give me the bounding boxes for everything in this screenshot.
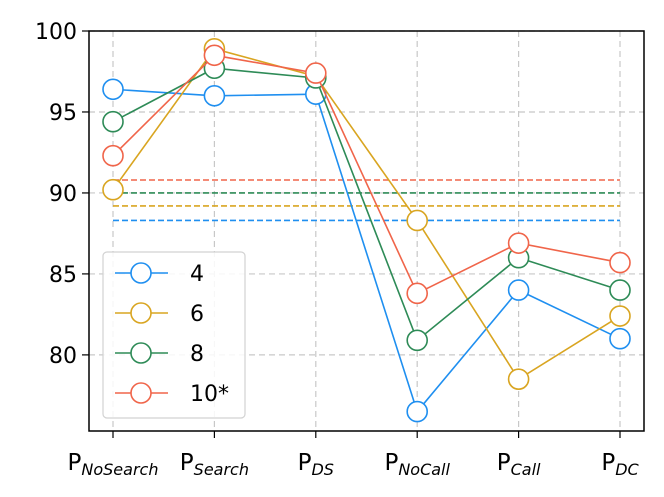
legend-label: 6 bbox=[190, 302, 204, 327]
series bbox=[102, 78, 631, 423]
data-point bbox=[507, 368, 530, 390]
data-point bbox=[304, 62, 327, 84]
data-point bbox=[102, 110, 124, 133]
data-point bbox=[406, 400, 429, 423]
x-tick-label: PNoSearch bbox=[68, 450, 159, 479]
data-point bbox=[507, 232, 530, 254]
x-tick-label: PSearch bbox=[180, 450, 249, 479]
y-tick-label: 80 bbox=[49, 344, 77, 369]
legend-item: 4 bbox=[115, 262, 204, 287]
data-point bbox=[609, 327, 631, 350]
legend-label: 8 bbox=[190, 342, 204, 367]
series bbox=[102, 44, 631, 305]
legend-marker bbox=[130, 342, 152, 364]
y-axis: 80 85 90 95 100 bbox=[35, 20, 89, 369]
legend-box bbox=[102, 251, 246, 419]
x-tick-label: PDC bbox=[601, 450, 639, 479]
series-lines bbox=[102, 38, 631, 423]
y-tick-label: 100 bbox=[35, 20, 77, 45]
legend-label: 4 bbox=[190, 262, 204, 287]
data-point bbox=[609, 279, 631, 301]
legend-label: 10* bbox=[190, 382, 229, 407]
data-point bbox=[609, 305, 631, 327]
data-point bbox=[102, 178, 124, 201]
legend-item: 8 bbox=[115, 342, 204, 367]
legend-marker bbox=[130, 382, 152, 404]
y-tick-label: 95 bbox=[49, 101, 77, 126]
y-tick-label: 85 bbox=[49, 263, 77, 288]
data-point bbox=[203, 44, 226, 67]
plot-frame bbox=[88, 30, 645, 432]
series bbox=[102, 57, 631, 352]
data-point bbox=[507, 279, 530, 301]
x-tick-label: PNoCall bbox=[384, 450, 450, 479]
legend-item: 10* bbox=[115, 382, 229, 407]
data-point bbox=[102, 78, 124, 101]
legend: 4 6 8 10* bbox=[102, 251, 246, 419]
x-axis: PNoSearch PSearch PDS PNoCall PCall PDC bbox=[68, 431, 640, 479]
legend-marker bbox=[130, 302, 152, 324]
legend-item: 6 bbox=[115, 302, 204, 327]
data-point bbox=[406, 282, 429, 305]
data-point bbox=[406, 329, 429, 352]
series-line bbox=[112, 88, 621, 414]
data-point bbox=[102, 144, 124, 167]
legend-marker bbox=[130, 262, 152, 284]
series-line bbox=[112, 54, 621, 295]
x-tick-label: PCall bbox=[497, 450, 541, 479]
reference-lines bbox=[113, 179, 620, 222]
data-point bbox=[406, 209, 429, 232]
series-line bbox=[112, 67, 621, 342]
y-tick-label: 90 bbox=[49, 182, 77, 207]
data-point bbox=[609, 251, 631, 274]
data-point bbox=[203, 84, 226, 107]
x-tick-label: PDS bbox=[298, 450, 334, 479]
